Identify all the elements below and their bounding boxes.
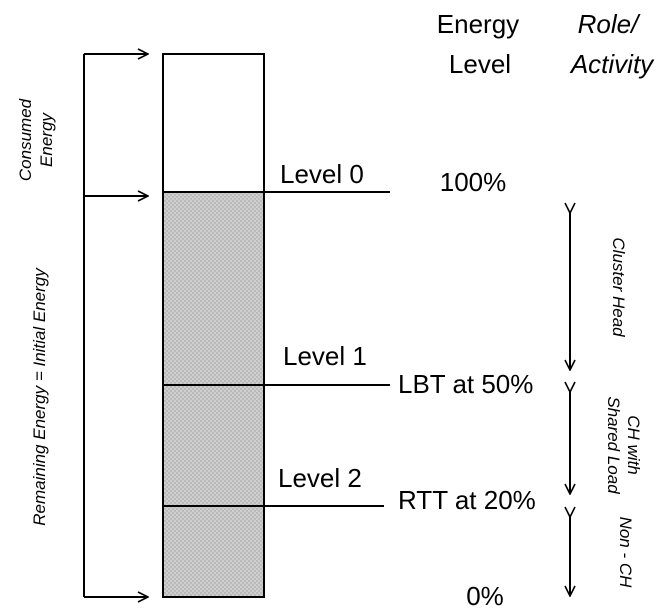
remaining-energy-segment: [162, 191, 265, 598]
level-0-value: 100%: [440, 167, 507, 197]
energy-level-header-line1: Energy: [437, 9, 519, 39]
role-header-line1: Role/: [578, 9, 641, 39]
cluster-head-label: Cluster Head: [609, 237, 628, 337]
non-ch-label: Non - CH: [616, 517, 635, 589]
level-1-value: LBT at 50%: [398, 369, 533, 399]
consumed-energy-label-line2: Energy: [37, 112, 56, 167]
level-2-value: RTT at 20%: [398, 485, 536, 515]
zero-value: 0%: [466, 581, 504, 610]
consumed-energy-label-line1: Consumed: [16, 98, 35, 181]
energy-level-header-line2: Level: [449, 49, 511, 79]
ch-shared-label-line1: CH with: [624, 415, 643, 475]
ch-shared-label-line2: Shared Load: [604, 396, 623, 494]
level-0-label: Level 0: [280, 159, 364, 189]
remaining-energy-label: Remaining Energy = Initial Energy: [30, 267, 49, 526]
consumed-energy-segment: [162, 53, 265, 193]
level-1-label: Level 1: [283, 341, 367, 371]
level-2-label: Level 2: [278, 463, 362, 493]
role-header-line2: Activity: [569, 49, 655, 79]
